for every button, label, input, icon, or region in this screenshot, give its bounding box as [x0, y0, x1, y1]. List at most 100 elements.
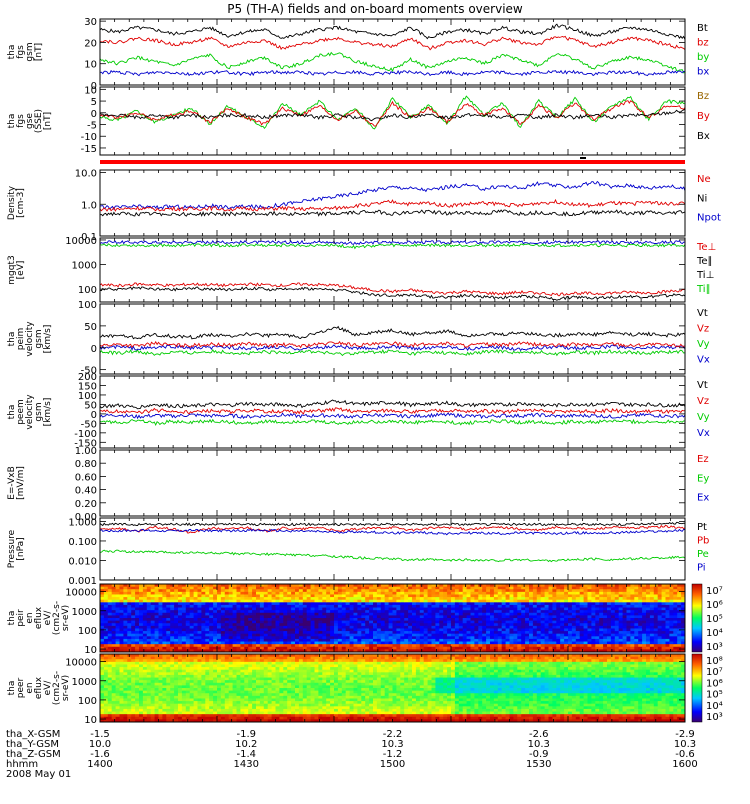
heatmap-cell	[252, 597, 256, 600]
heatmap-cell	[393, 628, 397, 631]
heatmap-cell	[619, 647, 623, 650]
heatmap-cell	[541, 631, 545, 634]
heatmap-cell	[209, 600, 213, 603]
heatmap-cell	[361, 613, 365, 616]
heatmap-cell	[276, 636, 280, 639]
heatmap-cell	[435, 589, 439, 592]
heatmap-cell	[599, 610, 603, 613]
heatmap-cell	[525, 631, 529, 634]
heatmap-cell	[513, 642, 517, 645]
heatmap-cell	[591, 597, 595, 600]
heatmap-cell	[389, 634, 393, 637]
heatmap-cell	[287, 647, 291, 650]
heatmap-cell	[435, 615, 439, 618]
heatmap-cell	[240, 642, 244, 645]
heatmap-cell	[439, 621, 443, 624]
legend-entry: bx	[697, 67, 709, 78]
heatmap-cell	[669, 600, 673, 603]
heatmap-cell	[264, 626, 268, 629]
heatmap-cell	[221, 621, 225, 624]
heatmap-cell	[455, 647, 459, 650]
heatmap-cell	[611, 600, 615, 603]
heatmap-cell	[225, 631, 229, 634]
heatmap-cell	[162, 636, 166, 639]
heatmap-cell	[311, 639, 315, 642]
y-tick-label: 50	[84, 322, 97, 333]
heatmap-cell	[127, 626, 131, 629]
y-axis-label: [mV/m]	[16, 466, 26, 500]
heatmap-cell	[385, 636, 389, 639]
heatmap-cell	[525, 621, 529, 624]
heatmap-cell	[194, 639, 198, 642]
heatmap-cell	[303, 602, 307, 605]
heatmap-cell	[412, 608, 416, 611]
heatmap-cell	[194, 621, 198, 624]
heatmap-cell	[346, 621, 350, 624]
heatmap-cell	[623, 623, 627, 626]
heatmap-cell	[381, 642, 385, 645]
heatmap-cell	[428, 613, 432, 616]
heatmap-cell	[120, 600, 124, 603]
heatmap-cell	[338, 642, 342, 645]
heatmap-cell	[213, 623, 217, 626]
heatmap-cell	[478, 639, 482, 642]
heatmap-cell	[420, 639, 424, 642]
heatmap-cell	[209, 628, 213, 631]
heatmap-cell	[545, 639, 549, 642]
heatmap-cell	[634, 634, 638, 637]
heatmap-cell	[155, 592, 159, 595]
heatmap-cell	[607, 636, 611, 639]
heatmap-cell	[447, 613, 451, 616]
heatmap-cell	[439, 597, 443, 600]
legend-entry: Vx	[697, 428, 710, 439]
heatmap-cell	[307, 631, 311, 634]
heatmap-cell	[412, 636, 416, 639]
y-axis-label: [nPa]	[16, 537, 26, 560]
heatmap-cell	[268, 610, 272, 613]
heatmap-cell	[416, 634, 420, 637]
y-tick-label: 100	[78, 391, 97, 402]
heatmap-cell	[642, 615, 646, 618]
heatmap-cell	[654, 621, 658, 624]
heatmap-cell	[673, 628, 677, 631]
heatmap-cell	[471, 602, 475, 605]
heatmap-cell	[634, 623, 638, 626]
heatmap-cell	[533, 636, 537, 639]
y-tick-label: 100	[78, 300, 97, 311]
heatmap-cell	[159, 605, 163, 608]
heatmap-cell	[201, 602, 205, 605]
heatmap-cell	[311, 647, 315, 650]
heatmap-cell	[549, 600, 553, 603]
heatmap-cell	[486, 592, 490, 595]
heatmap-cell	[623, 613, 627, 616]
heatmap-cell	[400, 621, 404, 624]
heatmap-cell	[455, 623, 459, 626]
heatmap-cell	[276, 634, 280, 637]
heatmap-cell	[291, 621, 295, 624]
heatmap-cell	[471, 623, 475, 626]
heatmap-cell	[354, 587, 358, 590]
heatmap-cell	[673, 592, 677, 595]
heatmap-cell	[213, 642, 217, 645]
heatmap-cell	[588, 608, 592, 611]
heatmap-cell	[416, 644, 420, 647]
heatmap-cell	[482, 623, 486, 626]
heatmap-cell	[677, 636, 681, 639]
heatmap-cell	[116, 602, 120, 605]
heatmap-cell	[291, 631, 295, 634]
heatmap-cell	[225, 594, 229, 597]
heatmap-cell	[279, 644, 283, 647]
heatmap-cell	[603, 589, 607, 592]
heatmap-cell	[315, 613, 319, 616]
heatmap-cell	[209, 618, 213, 621]
heatmap-cell	[428, 644, 432, 647]
heatmap-cell	[517, 636, 521, 639]
heatmap-cell	[506, 626, 510, 629]
heatmap-cell	[338, 597, 342, 600]
heatmap-cell	[385, 594, 389, 597]
heatmap-cell	[490, 602, 494, 605]
heatmap-cell	[467, 610, 471, 613]
heatmap-cell	[439, 644, 443, 647]
heatmap-cell	[521, 644, 525, 647]
y-tick-label: -5	[87, 121, 97, 132]
